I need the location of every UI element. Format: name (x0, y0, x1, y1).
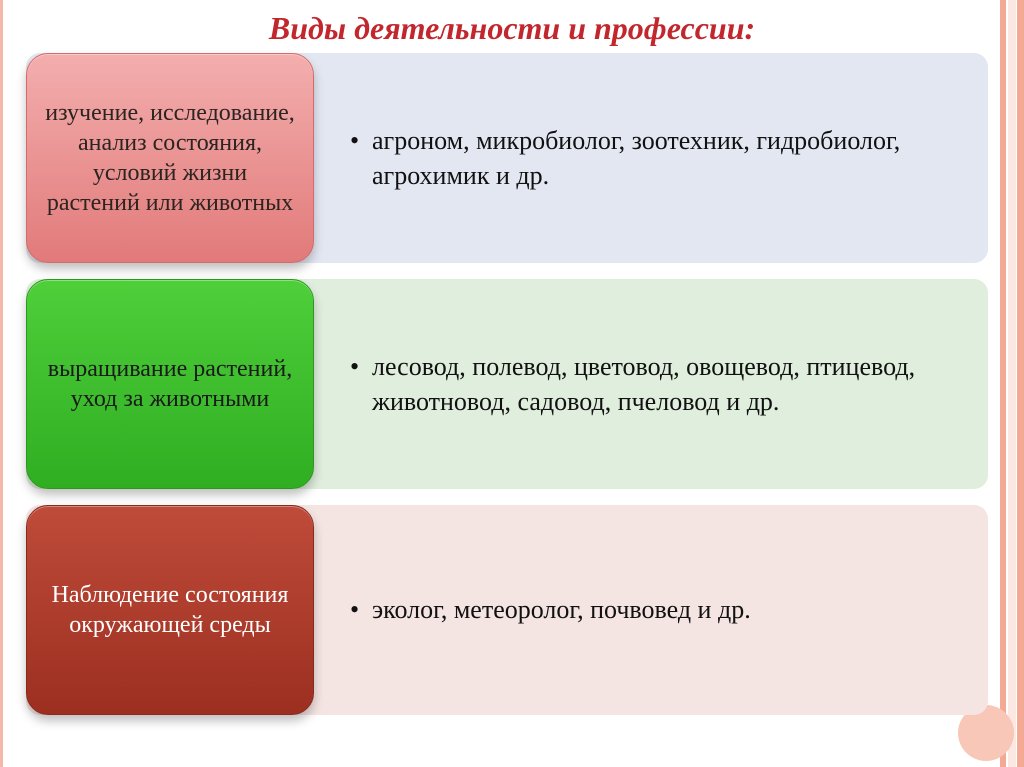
card-1: выращивание растений, уход за животными (26, 279, 314, 489)
panel-1-text: лесовод, полевод, цветовод, овощевод, пт… (346, 349, 960, 419)
card-1-text: выращивание растений, уход за животными (45, 354, 295, 414)
row-0: агроном, микробиолог, зоотехник, гидроби… (26, 53, 988, 263)
panel-2-text: эколог, метеоролог, почвовед и др. (346, 592, 751, 627)
page-title: Виды деятельности и профессии: (0, 0, 1024, 53)
card-0-text: изучение, исследование, анализ состояния… (45, 98, 295, 218)
frame-stripe-2 (1017, 0, 1024, 767)
frame-stripe-1 (1008, 0, 1016, 767)
frame-stripe-0 (1000, 0, 1006, 767)
panel-0-text: агроном, микробиолог, зоотехник, гидроби… (346, 123, 960, 193)
card-0: изучение, исследование, анализ состояния… (26, 53, 314, 263)
frame-right (998, 0, 1024, 767)
card-2: Наблюдение состояния окружающей среды (26, 505, 314, 715)
row-2: эколог, метеоролог, почвовед и др. Наблю… (26, 505, 988, 715)
rows-container: агроном, микробиолог, зоотехник, гидроби… (0, 53, 1024, 715)
row-1: лесовод, полевод, цветовод, овощевод, пт… (26, 279, 988, 489)
card-2-text: Наблюдение состояния окружающей среды (45, 580, 295, 640)
frame-left (0, 0, 3, 767)
